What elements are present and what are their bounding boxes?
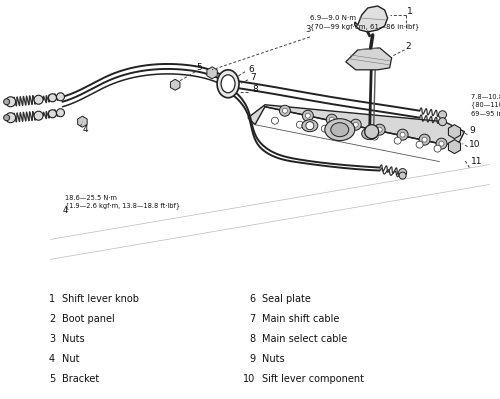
Text: Shift lever knob: Shift lever knob xyxy=(62,294,139,304)
Text: Bracket: Bracket xyxy=(62,374,99,384)
Circle shape xyxy=(280,105,290,116)
Circle shape xyxy=(434,145,441,152)
Text: 4: 4 xyxy=(82,125,88,134)
Circle shape xyxy=(48,110,56,118)
Text: 11: 11 xyxy=(472,157,483,166)
Circle shape xyxy=(350,119,361,130)
Circle shape xyxy=(436,138,447,149)
Circle shape xyxy=(56,93,64,101)
Circle shape xyxy=(364,124,378,139)
Circle shape xyxy=(6,113,16,123)
Circle shape xyxy=(330,117,334,122)
Text: 8: 8 xyxy=(252,85,258,94)
Text: 3: 3 xyxy=(49,334,55,344)
Circle shape xyxy=(399,172,406,179)
Text: 3: 3 xyxy=(305,25,310,34)
Text: 7: 7 xyxy=(249,314,255,324)
Circle shape xyxy=(398,168,406,176)
Text: Sift lever component: Sift lever component xyxy=(262,374,364,384)
Circle shape xyxy=(419,134,430,145)
Circle shape xyxy=(4,115,10,121)
Text: Nuts: Nuts xyxy=(262,354,284,364)
Circle shape xyxy=(346,129,353,136)
Circle shape xyxy=(422,137,427,142)
Circle shape xyxy=(438,118,446,126)
Text: Boot panel: Boot panel xyxy=(62,314,115,324)
Text: 2: 2 xyxy=(406,42,411,51)
Circle shape xyxy=(6,97,16,107)
Circle shape xyxy=(322,125,328,132)
Text: Main shift cable: Main shift cable xyxy=(262,314,340,324)
Ellipse shape xyxy=(221,75,235,93)
Text: 18.6—25.5 N·m
{1.9—2.6 kgf·m, 13.8—18.8 ft·lbf}: 18.6—25.5 N·m {1.9—2.6 kgf·m, 13.8—18.8 … xyxy=(66,195,180,209)
Circle shape xyxy=(34,95,43,104)
Circle shape xyxy=(4,99,10,105)
Polygon shape xyxy=(207,67,218,79)
Polygon shape xyxy=(448,140,460,154)
Text: 1: 1 xyxy=(49,294,55,304)
Text: Nuts: Nuts xyxy=(62,334,84,344)
Text: 1: 1 xyxy=(406,8,412,16)
Text: 7.8—10.8 N m
{80—110 kgf·cm
69—95 in·lbf}: 7.8—10.8 N m {80—110 kgf·cm 69—95 in·lbf… xyxy=(472,94,500,117)
Circle shape xyxy=(48,94,56,102)
Text: 9: 9 xyxy=(470,126,475,135)
Text: 6: 6 xyxy=(248,65,254,74)
Text: 4: 4 xyxy=(62,206,68,215)
Polygon shape xyxy=(448,124,460,139)
Text: 5: 5 xyxy=(196,63,202,72)
Circle shape xyxy=(306,113,310,118)
Text: 5: 5 xyxy=(49,374,55,384)
Circle shape xyxy=(353,122,358,127)
Ellipse shape xyxy=(302,120,318,132)
Text: Nut: Nut xyxy=(62,354,80,364)
Text: 7: 7 xyxy=(250,73,256,82)
Text: Seal plate: Seal plate xyxy=(262,294,311,304)
Circle shape xyxy=(302,110,314,121)
Ellipse shape xyxy=(325,119,354,141)
Circle shape xyxy=(296,121,304,128)
Circle shape xyxy=(400,132,405,137)
Circle shape xyxy=(56,109,64,117)
Text: 8: 8 xyxy=(249,334,255,344)
Text: 9: 9 xyxy=(249,354,255,364)
Circle shape xyxy=(416,141,423,148)
Circle shape xyxy=(438,111,446,119)
Circle shape xyxy=(397,129,408,140)
Circle shape xyxy=(34,111,43,120)
Ellipse shape xyxy=(217,70,239,98)
Text: 4: 4 xyxy=(49,354,55,364)
Circle shape xyxy=(366,130,374,138)
Circle shape xyxy=(272,117,278,124)
Polygon shape xyxy=(170,79,180,90)
Text: 10: 10 xyxy=(243,374,255,384)
Text: 6.9—9.0 N·m
{70—99 kgf·cm, 61—86 in·lbf}: 6.9—9.0 N·m {70—99 kgf·cm, 61—86 in·lbf} xyxy=(310,16,419,30)
Text: 10: 10 xyxy=(470,140,481,149)
Ellipse shape xyxy=(362,128,378,140)
Polygon shape xyxy=(248,105,464,145)
Polygon shape xyxy=(346,48,392,70)
Circle shape xyxy=(282,108,288,113)
Circle shape xyxy=(439,141,444,146)
Circle shape xyxy=(394,137,401,144)
Circle shape xyxy=(374,124,385,135)
Text: 6: 6 xyxy=(249,294,255,304)
Text: 2: 2 xyxy=(49,314,55,324)
Ellipse shape xyxy=(331,123,349,137)
Circle shape xyxy=(371,133,378,140)
Circle shape xyxy=(326,114,338,125)
Polygon shape xyxy=(78,116,87,127)
Circle shape xyxy=(306,122,314,130)
Text: Main select cable: Main select cable xyxy=(262,334,347,344)
Circle shape xyxy=(377,127,382,132)
Polygon shape xyxy=(354,6,388,32)
